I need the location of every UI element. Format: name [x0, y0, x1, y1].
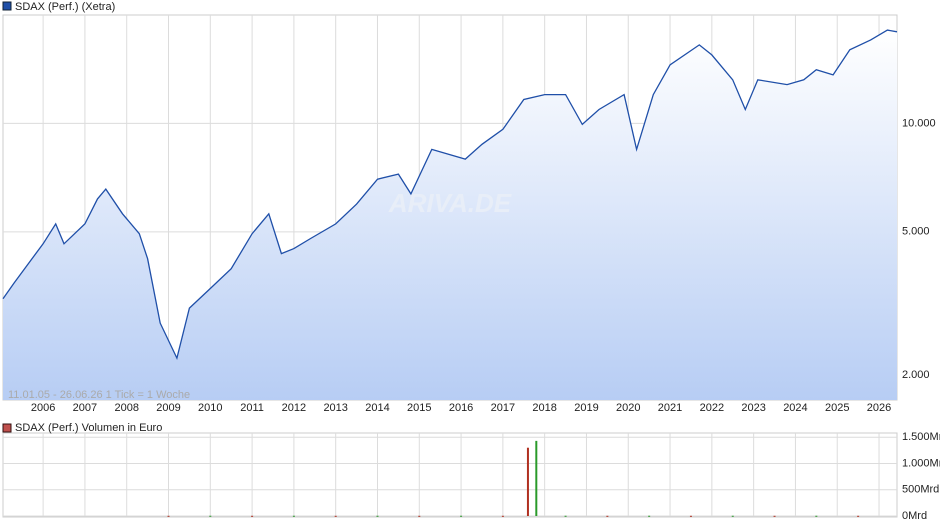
x-tick-label: 2016	[449, 402, 473, 414]
bar	[460, 515, 463, 517]
y-tick-label: 0Mrd	[902, 510, 927, 522]
volume-frame	[2, 432, 898, 518]
bar	[689, 515, 692, 517]
x-tick-label: 2011	[240, 402, 264, 414]
x-tick-label: 2008	[114, 402, 138, 414]
bar	[167, 515, 170, 517]
y-tick-label: 10.000	[902, 117, 936, 129]
line	[2, 29, 898, 361]
x-tick-label: 2012	[282, 402, 306, 414]
y-tick-label: 5.000	[902, 226, 930, 238]
bar	[501, 515, 504, 517]
y-tick-label: 500Mrd	[902, 484, 939, 496]
x-tick-label: 2023	[741, 402, 765, 414]
bar	[209, 515, 212, 517]
x-tick-label: 2010	[198, 402, 222, 414]
x-tick-label: 2022	[700, 402, 724, 414]
bar	[418, 515, 421, 517]
x-tick-label: 2017	[491, 402, 515, 414]
watermark: ARIVA.DE	[388, 188, 512, 218]
x-tick-label: 2018	[532, 402, 556, 414]
bar	[773, 515, 776, 517]
x-tick-label: 2020	[616, 402, 640, 414]
legend-swatch	[2, 1, 12, 11]
x-tick-label: 2024	[783, 402, 807, 414]
bar	[526, 447, 529, 516]
bar	[535, 440, 538, 516]
x-tick-label: 2013	[323, 402, 347, 414]
bar	[857, 515, 860, 517]
x-tick-label: 2015	[407, 402, 431, 414]
bar	[251, 515, 254, 517]
x-tick-label: 2019	[574, 402, 598, 414]
x-tick-label: 2025	[825, 402, 849, 414]
annotation: 11.01.05 - 26.06.26 1 Tick = 1 Woche	[8, 389, 190, 401]
bar	[731, 515, 734, 517]
legend: SDAX (Perf.) (Xetra)	[15, 1, 115, 13]
x-tick-label: 2009	[156, 402, 180, 414]
x-tick-label: 2014	[365, 402, 389, 414]
bar	[606, 515, 609, 517]
x-tick-label: 2021	[658, 402, 682, 414]
legend-swatch	[2, 423, 12, 433]
legend: SDAX (Perf.) Volumen in Euro	[15, 422, 162, 434]
bar	[648, 515, 651, 517]
bar	[564, 515, 567, 517]
x-tick-label: 2026	[867, 402, 891, 414]
y-tick-label: 1.500Mrd	[902, 431, 940, 443]
bar	[334, 515, 337, 517]
area	[3, 30, 897, 400]
bar	[292, 515, 295, 517]
y-tick-label: 2.000	[902, 369, 930, 381]
bar	[376, 515, 379, 517]
bar	[815, 515, 818, 517]
x-tick-label: 2006	[31, 402, 55, 414]
x-tick-label: 2007	[73, 402, 97, 414]
